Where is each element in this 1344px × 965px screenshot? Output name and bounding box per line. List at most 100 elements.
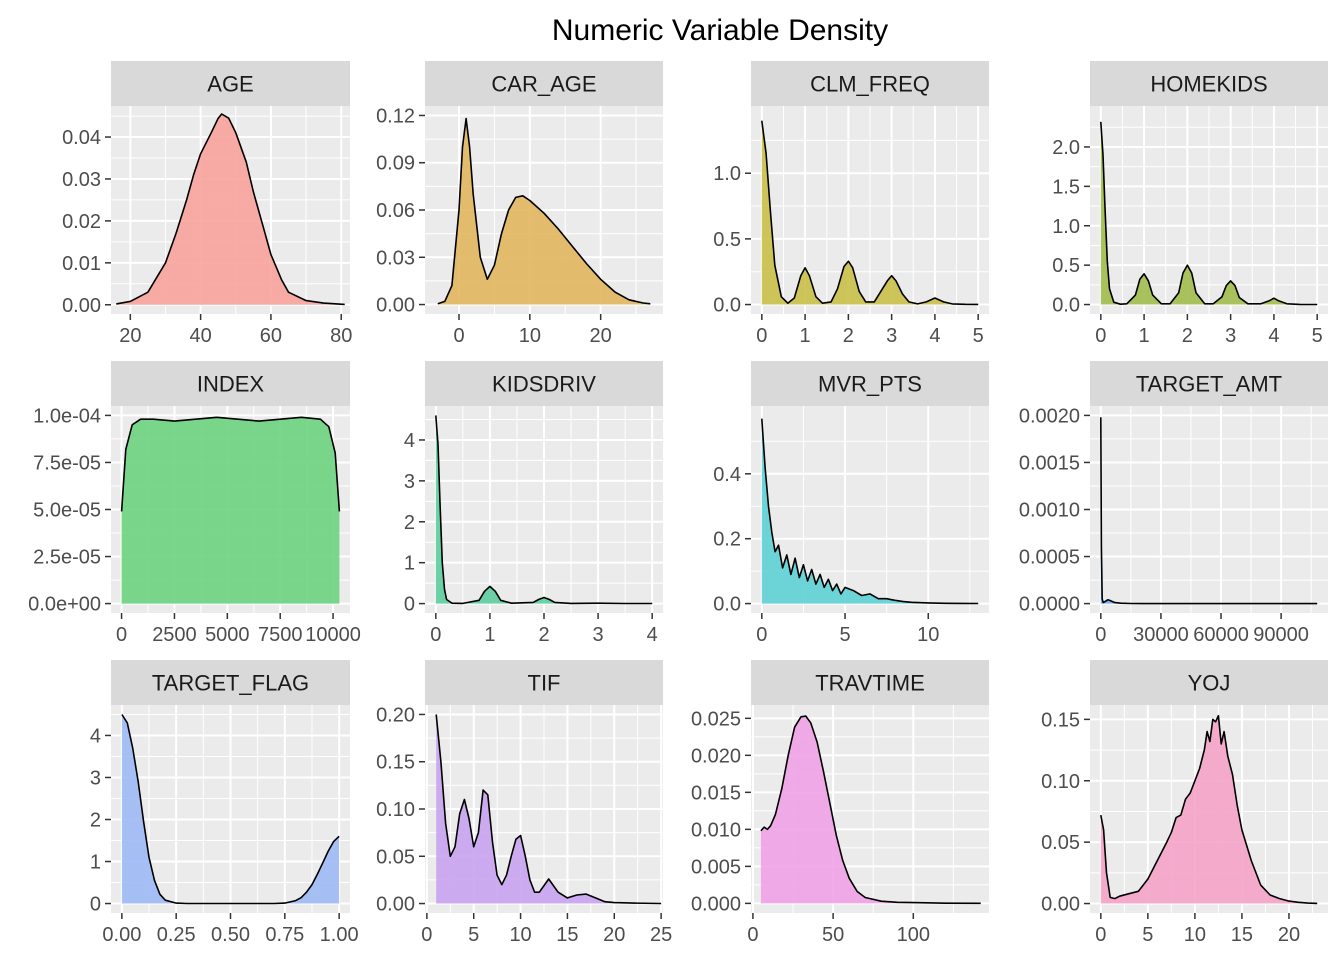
x-tick-label: 1 — [484, 624, 495, 646]
x-tick-label: 0 — [1095, 924, 1106, 946]
facet-mvr-pts: MVR_PTS 0 5 10 0.0 0.2 0.4 — [713, 361, 989, 646]
facet-strip — [425, 660, 663, 705]
x-tick-label: 5 — [839, 624, 850, 646]
facet-strip-label: YOJ — [1188, 671, 1231, 696]
y-tick-label: 5.0e-05 — [33, 500, 101, 522]
y-tick-label: 0.000 — [691, 893, 741, 915]
x-tick-label: 3 — [1225, 325, 1236, 347]
x-tick-label: 20 — [1278, 924, 1300, 946]
y-tick-label: 0.0 — [1052, 295, 1080, 317]
x-tick-label: 2 — [538, 624, 549, 646]
facet-index: INDEX 0 2500 5000 7500 10000 0.0e+00 2.5e-05 5.0… — [28, 361, 361, 646]
density-line — [761, 120, 979, 306]
x-tick-label: 20 — [119, 325, 141, 347]
y-tick-label: 0.0e+00 — [28, 594, 101, 616]
facet-target-amt: TARGET_AMT 0 30000 60000 90000 0.0000 0.0005 0.… — [1019, 361, 1328, 646]
y-tick-label: 0.12 — [376, 105, 415, 127]
x-tick-label: 40 — [190, 325, 212, 347]
x-tick-label: 25 — [650, 924, 672, 946]
density-line — [120, 416, 341, 512]
y-tick-label: 0.03 — [376, 247, 415, 269]
x-tick-label: 5 — [468, 924, 479, 946]
y-tick-label: 0.0005 — [1019, 547, 1080, 569]
density-area — [121, 417, 340, 604]
facet-strip — [1090, 361, 1328, 406]
x-tick-label: 5 — [1312, 325, 1323, 347]
y-tick-label: 0.0000 — [1019, 594, 1080, 616]
density-line — [116, 113, 345, 306]
facet-kidsdriv: KIDSDRIV 0 1 2 3 4 0 1 2 3 4 — [404, 361, 663, 646]
x-tick-label: 7500 — [258, 624, 303, 646]
y-tick-label: 0.15 — [1041, 709, 1080, 731]
density-area — [761, 418, 979, 604]
x-tick-label: 100 — [897, 924, 930, 946]
facet-age: AGE 20 40 60 80 0.00 0.01 0.02 0.03 0.04 — [62, 61, 352, 347]
facet-strip — [1090, 660, 1328, 705]
density-area — [121, 714, 340, 904]
facet-strip-label: INDEX — [197, 372, 265, 397]
density-line — [1100, 714, 1318, 905]
x-tick-label: 10 — [509, 924, 531, 946]
y-tick-label: 4 — [90, 725, 101, 747]
x-tick-label: 20 — [603, 924, 625, 946]
density-area — [1100, 715, 1318, 904]
facet-clm-freq: CLM_FREQ 0 1 2 3 4 5 0.0 0.5 1.0 — [713, 61, 989, 347]
y-tick-label: 0.0015 — [1019, 452, 1080, 474]
x-tick-label: 15 — [1231, 924, 1253, 946]
facet-yoj: YOJ 0 5 10 15 20 0.00 0.05 0.10 0.15 — [1041, 660, 1328, 946]
x-tick-label: 4 — [647, 624, 658, 646]
facet-strip-label: TARGET_AMT — [1136, 372, 1282, 397]
density-area — [437, 118, 651, 305]
facet-strip-label: CLM_FREQ — [810, 72, 930, 97]
density-line — [435, 714, 662, 905]
density-line — [437, 117, 651, 305]
y-tick-label: 0.0010 — [1019, 500, 1080, 522]
x-tick-label: 5 — [1142, 924, 1153, 946]
facet-car-age: CAR_AGE 0 10 20 0.00 0.03 0.06 0.09 0.12 — [376, 61, 663, 347]
y-tick-label: 0.00 — [62, 295, 101, 317]
facet-strip — [1090, 61, 1328, 106]
x-tick-label: 2 — [1182, 325, 1193, 347]
x-tick-label: 10000 — [305, 624, 361, 646]
x-tick-label: 4 — [1268, 325, 1279, 347]
y-tick-label: 0.00 — [1041, 894, 1080, 916]
x-tick-label: 0.50 — [211, 924, 250, 946]
y-tick-label: 2.5e-05 — [33, 547, 101, 569]
x-tick-label: 0.25 — [157, 924, 196, 946]
y-tick-label: 2 — [90, 810, 101, 832]
x-tick-label: 0 — [756, 624, 767, 646]
facet-strip-label: HOMEKIDS — [1150, 72, 1267, 97]
facet-strip-label: MVR_PTS — [818, 372, 922, 397]
density-line — [1100, 417, 1318, 605]
x-tick-label: 20 — [590, 325, 612, 347]
x-tick-label: 50 — [822, 924, 844, 946]
x-tick-label: 3 — [886, 325, 897, 347]
y-tick-label: 0.4 — [713, 464, 741, 486]
x-tick-label: 0.00 — [102, 924, 141, 946]
y-tick-label: 0 — [404, 594, 415, 616]
y-tick-label: 0.2 — [713, 529, 741, 551]
x-tick-label: 10 — [917, 624, 939, 646]
x-tick-label: 0 — [747, 924, 758, 946]
y-tick-label: 0.0 — [713, 295, 741, 317]
facet-target-flag: TARGET_FLAG 0.00 0.25 0.50 0.75 1.00 0 1 2 3 4 — [90, 660, 359, 946]
y-tick-label: 0.20 — [376, 704, 415, 726]
y-tick-label: 1.0e-04 — [33, 405, 101, 427]
facet-strip — [751, 61, 989, 106]
facet-strip — [111, 61, 350, 106]
y-tick-label: 1 — [90, 852, 101, 874]
y-tick-label: 3 — [90, 767, 101, 789]
y-tick-label: 0.0020 — [1019, 405, 1080, 427]
x-tick-label: 30000 — [1133, 624, 1189, 646]
y-tick-label: 0.010 — [691, 819, 741, 841]
y-tick-label: 0.03 — [62, 169, 101, 191]
facet-strip — [751, 361, 989, 406]
y-tick-label: 0.06 — [376, 200, 415, 222]
y-tick-label: 0.020 — [691, 745, 741, 767]
facet-strip — [111, 361, 350, 406]
x-tick-label: 0 — [116, 624, 127, 646]
y-tick-label: 0.00 — [376, 295, 415, 317]
x-tick-label: 80 — [330, 325, 352, 347]
